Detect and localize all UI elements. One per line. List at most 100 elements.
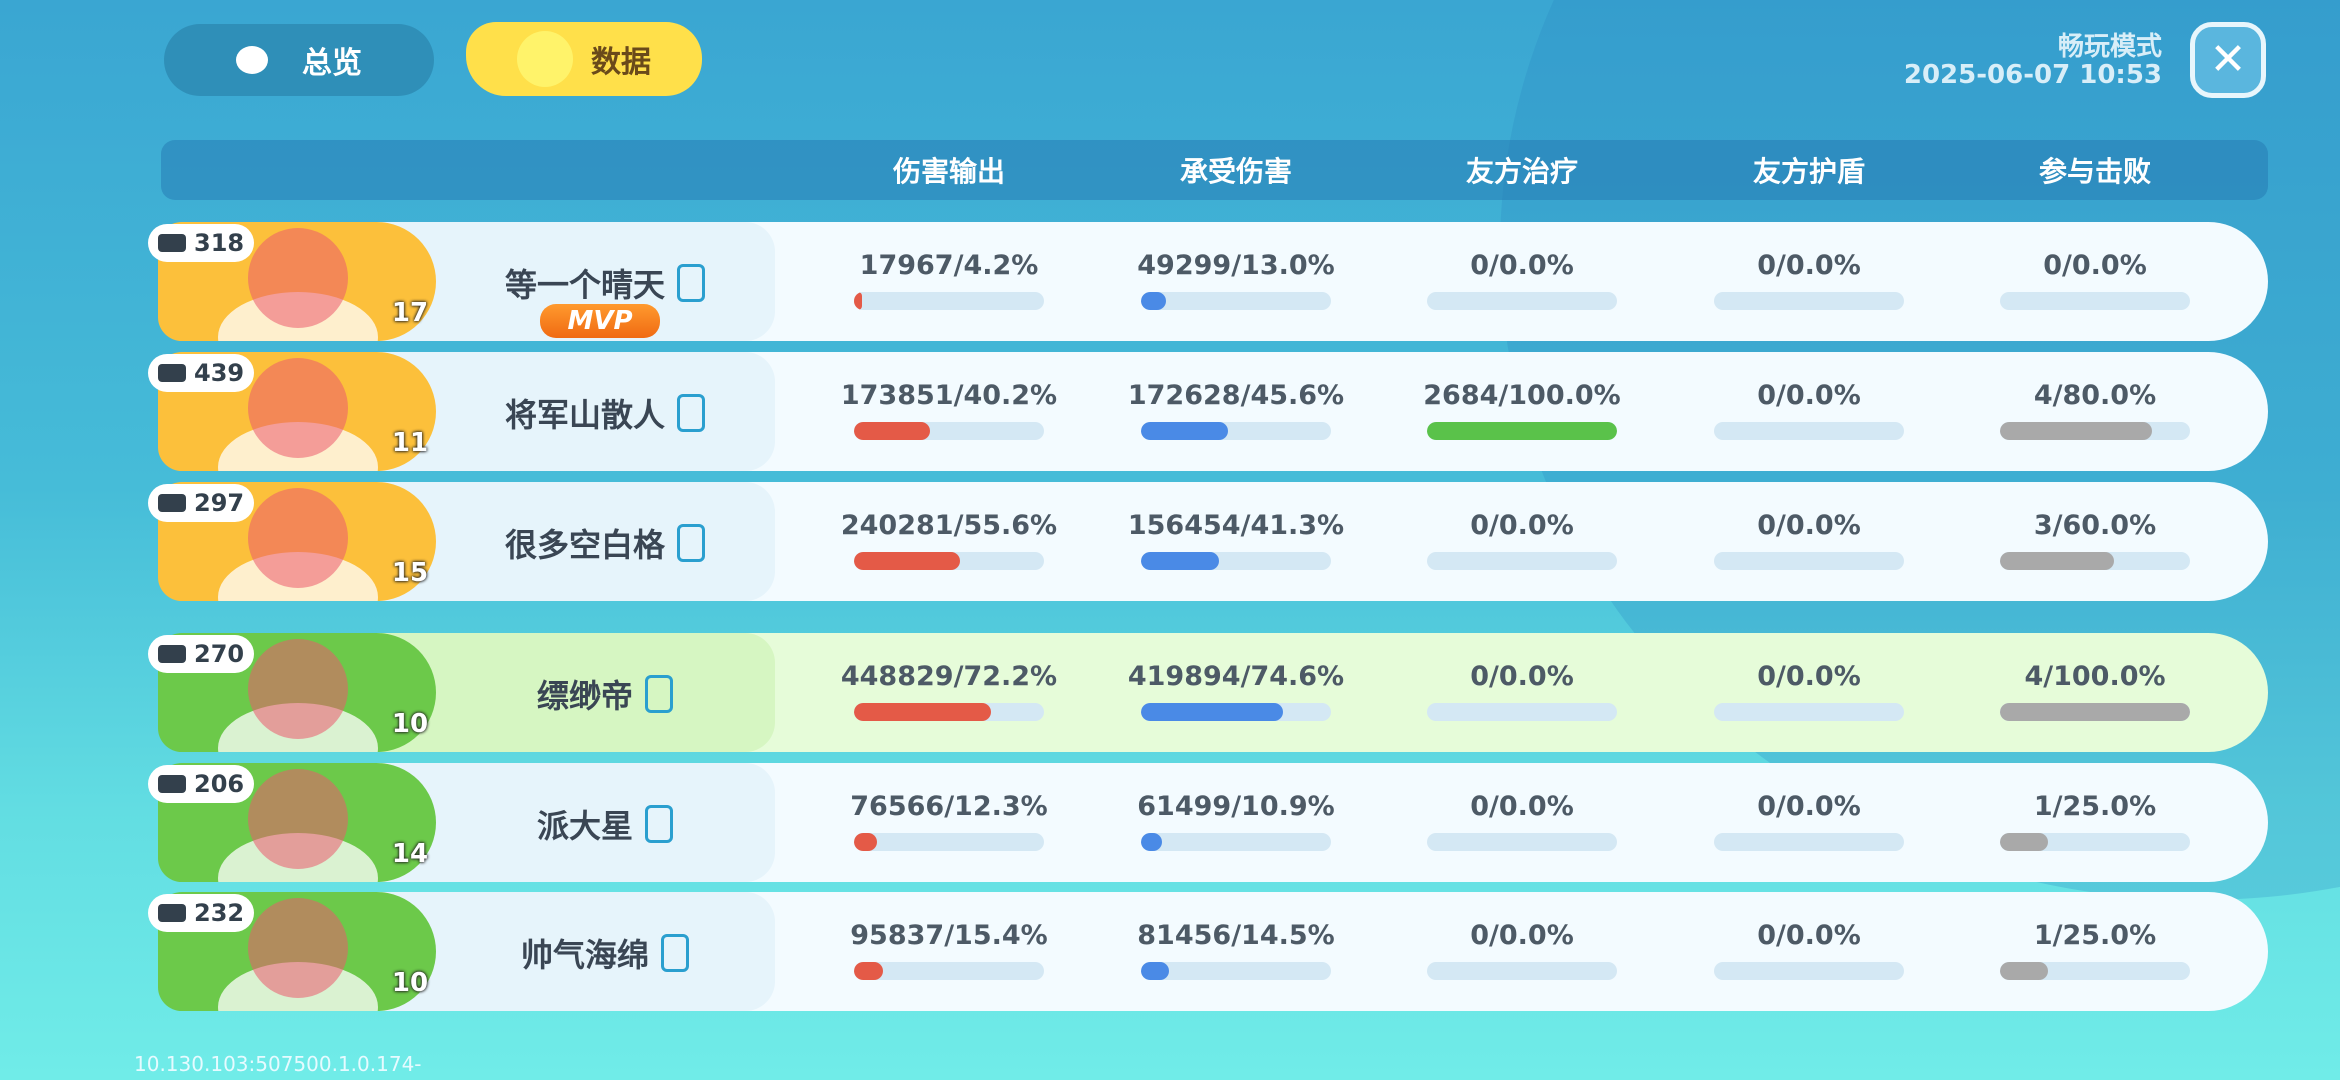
mvp-badge: MVP (540, 304, 660, 338)
stat-label: 17967/4.2% (859, 250, 1039, 281)
tab-label: 总览 (302, 46, 362, 81)
stat-bar (2000, 833, 2048, 851)
column-header: 伤害输出 (892, 155, 1005, 188)
device-icon (645, 675, 673, 713)
trophy-badge: 232 (148, 894, 255, 932)
stat-label: 0/0.0% (1470, 920, 1574, 951)
stat-label: 0/0.0% (2043, 250, 2147, 281)
stat-bar (2000, 552, 2114, 570)
player-name: 等一个晴天 (504, 266, 665, 304)
portrait (158, 892, 436, 1011)
mode: 畅玩模式 (2057, 32, 2162, 62)
column-header: 友方治疗 (1465, 155, 1578, 188)
trophy-icon (158, 364, 186, 382)
tab-icon (517, 31, 573, 87)
stat-bar (854, 833, 878, 851)
stat-bar-track (1714, 422, 1904, 440)
character-head (248, 769, 348, 869)
stat-label: 61499/10.9% (1137, 791, 1335, 822)
stat-bar-track (854, 703, 1044, 721)
stat-bar-track (2000, 962, 2190, 980)
column-header: 友方护盾 (1752, 155, 1865, 188)
stat-bar-track (854, 292, 1044, 310)
stat-label: 448829/72.2% (840, 661, 1058, 692)
stat-bar-track (1714, 962, 1904, 980)
level: 15 (391, 558, 429, 588)
player-name: 缥缈帝 (536, 677, 633, 715)
stat-label: 0/0.0% (1757, 661, 1861, 692)
column-header: 参与击败 (2038, 155, 2151, 188)
stat-bar-track (1427, 552, 1617, 570)
stat-bar-track (1141, 422, 1331, 440)
stat-bar-track (1714, 703, 1904, 721)
portrait (158, 633, 436, 752)
stat-bar-track (2000, 292, 2190, 310)
tab-overview[interactable]: 总览 (164, 24, 434, 96)
character-head (248, 228, 348, 328)
header-bar (161, 140, 2268, 200)
stat-bar (2000, 962, 2048, 980)
stat-bar (1141, 292, 1166, 310)
level: 17 (391, 298, 429, 328)
stat-label: 2684/100.0% (1423, 380, 1621, 411)
stat-label: 4/100.0% (2024, 661, 2166, 692)
stat-bar-track (1141, 703, 1331, 721)
trophy-icon (158, 494, 186, 512)
stat-bar (854, 552, 960, 570)
stat-bar-track (1141, 962, 1331, 980)
stat-bar (854, 962, 884, 980)
stat-bar (854, 292, 862, 310)
stat-label: 173851/40.2% (840, 380, 1058, 411)
stat-bar (1141, 703, 1283, 721)
close-button[interactable]: ✕ (2190, 22, 2266, 98)
stat-label: 0/0.0% (1757, 510, 1861, 541)
tab-data[interactable]: 数据 (466, 22, 702, 96)
stat-bar-track (1427, 962, 1617, 980)
stat-bar-track (2000, 552, 2190, 570)
stat-bar (1141, 833, 1162, 851)
player-name-box: 等一个晴天 (440, 260, 770, 306)
stat-label: 240281/55.6% (840, 510, 1058, 541)
stat-bar-track (2000, 833, 2190, 851)
character-head (248, 358, 348, 458)
stat-bar (2000, 422, 2152, 440)
stat-label: 156454/41.3% (1127, 510, 1345, 541)
character-head (248, 488, 348, 588)
stat-bar-track (1141, 833, 1331, 851)
trophy-icon (158, 904, 186, 922)
stat-bar-track (1427, 422, 1617, 440)
trophy-badge: 206 (148, 765, 255, 803)
stat-bar-track (854, 962, 1044, 980)
stat-bar (1141, 962, 1169, 980)
stat-label: 95837/15.4% (850, 920, 1048, 951)
device-icon (677, 264, 705, 302)
level: 14 (391, 839, 429, 869)
player-name: 很多空白格 (504, 526, 665, 564)
stat-bar (1141, 422, 1228, 440)
stat-bar-track (2000, 703, 2190, 721)
tab-icon (236, 46, 268, 74)
stat-bar-track (854, 422, 1044, 440)
trophy-count: 439 (194, 359, 245, 387)
stat-bar-track (1141, 292, 1331, 310)
footer-text: 10.130.103:507500.1.0.174- (134, 1052, 422, 1076)
stat-label: 0/0.0% (1470, 510, 1574, 541)
stat-label: 81456/14.5% (1137, 920, 1335, 951)
tab-label: 数据 (591, 45, 651, 80)
player-name-box: 很多空白格 (440, 520, 770, 566)
stat-label: 1/25.0% (2033, 791, 2157, 822)
character-head (248, 898, 348, 998)
stat-bar-track (1714, 552, 1904, 570)
stat-label: 76566/12.3% (850, 791, 1048, 822)
stat-label: 3/60.0% (2033, 510, 2157, 541)
device-icon (661, 934, 689, 972)
character-head (248, 639, 348, 739)
player-name-box: 将军山散人 (440, 390, 770, 436)
trophy-badge: 270 (148, 635, 255, 673)
datetime: 2025-06-07 10:53 (1903, 60, 2162, 90)
stat-label: 1/25.0% (2033, 920, 2157, 951)
device-icon (677, 524, 705, 562)
device-icon (677, 394, 705, 432)
stat-bar (854, 422, 931, 440)
